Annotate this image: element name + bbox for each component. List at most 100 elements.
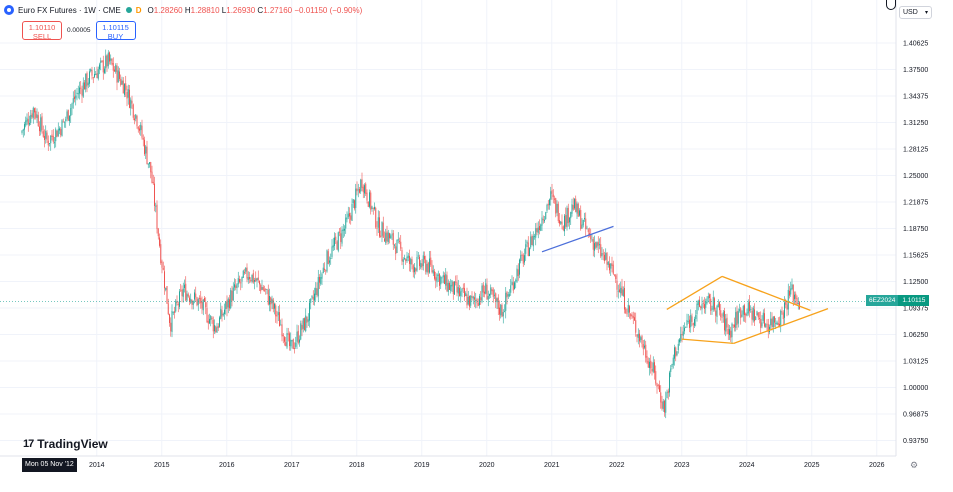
candle-body <box>326 250 328 272</box>
candle-body <box>564 215 565 232</box>
settings-gear-icon[interactable]: ⚙ <box>910 460 919 470</box>
candle-body <box>640 337 642 341</box>
candle-body <box>661 401 663 409</box>
candle-body <box>207 320 209 324</box>
candle-body <box>132 104 134 118</box>
candle-body <box>611 263 613 266</box>
candle-body <box>29 123 30 125</box>
time-axis[interactable]: 2014 2015 2016 2017 2018 2019 2020 2021 2022 2023… <box>89 462 885 469</box>
candle-body <box>40 117 42 132</box>
candle-body <box>561 221 563 225</box>
candle-body <box>632 315 634 318</box>
candle-body <box>109 52 110 62</box>
candle-body <box>362 186 364 193</box>
candle-body <box>655 371 657 384</box>
buy-button[interactable]: 1.10115 BUY <box>95 21 136 41</box>
candle-body <box>244 272 245 274</box>
candle-body <box>746 312 748 316</box>
candle-body <box>142 137 144 140</box>
candle-body <box>102 60 104 73</box>
currency-select[interactable]: USD ▾ <box>899 6 932 19</box>
candle-body <box>336 241 338 250</box>
candle-body <box>49 143 50 144</box>
candle-body <box>726 317 728 328</box>
candle-body <box>602 253 604 255</box>
candle-body <box>720 310 722 317</box>
candle-body <box>315 287 317 295</box>
candle-body <box>406 256 408 262</box>
candle-body <box>127 89 129 98</box>
candle-body <box>539 226 540 231</box>
candle-body <box>30 115 32 123</box>
candle-body <box>586 227 588 229</box>
candle-body <box>224 309 225 315</box>
candle-body <box>265 288 267 290</box>
candle-body <box>470 295 472 306</box>
candle-body <box>297 330 299 343</box>
candle-body <box>595 242 597 248</box>
candle-body <box>44 135 45 140</box>
candle-body <box>741 314 743 317</box>
candle-body <box>369 192 370 207</box>
candle-body <box>501 304 503 317</box>
candle-body <box>462 287 464 290</box>
candle-body <box>65 119 67 121</box>
candle-body <box>209 318 210 324</box>
candle-body <box>327 251 329 264</box>
candle-body <box>495 293 497 302</box>
tradingview-logo[interactable]: 17 TradingView <box>23 437 108 451</box>
candle-body <box>355 188 357 208</box>
candle-body <box>199 297 200 299</box>
candle-body <box>649 361 650 368</box>
candle-body <box>596 242 598 248</box>
price-axis[interactable]: 1.40625 1.37500 1.34375 1.31250 1.28125 1.250… <box>903 41 928 446</box>
candle-body <box>606 252 608 265</box>
candle-body <box>554 198 555 200</box>
candle-body <box>681 333 683 336</box>
delayed-badge[interactable]: D <box>135 5 142 15</box>
candle-body <box>730 330 732 338</box>
candle-body <box>92 77 94 79</box>
chart-options-icon[interactable] <box>886 0 896 10</box>
candle-body <box>724 310 725 331</box>
candle-body <box>60 128 62 136</box>
candle-body <box>394 244 395 246</box>
candle-body <box>36 114 38 119</box>
candle-body <box>24 124 25 130</box>
candle-body <box>35 111 37 118</box>
candle-body <box>629 306 630 313</box>
candle-body <box>175 300 177 312</box>
symbol-title[interactable]: Euro FX Futures · 1W · CME <box>18 5 121 15</box>
candle-body <box>447 282 449 292</box>
candle-body <box>605 253 607 260</box>
candle-body <box>551 190 553 194</box>
candle-body <box>277 312 279 316</box>
candle-body <box>131 100 133 104</box>
candle-body <box>357 189 359 191</box>
candle-body <box>699 299 700 307</box>
candle-body <box>702 303 704 304</box>
sell-button[interactable]: 1.10110 SELL <box>22 21 62 41</box>
trendline-drawings[interactable] <box>541 225 829 345</box>
candle-body <box>434 271 435 279</box>
candle-body <box>777 322 779 326</box>
candle-body <box>556 203 558 213</box>
candle-body <box>550 191 552 200</box>
candle-body <box>612 264 614 274</box>
candle-body <box>26 117 28 122</box>
candle-body <box>372 207 374 209</box>
candle-body <box>236 283 238 288</box>
candle-body <box>62 121 64 123</box>
candle-body <box>390 235 392 239</box>
candle-body <box>366 192 368 201</box>
candle-body <box>422 255 424 266</box>
ohlc-values: O1.28260 H1.28810 L1.26930 C1.27160 −0.0… <box>147 5 363 15</box>
time-tick-label: 2016 <box>219 462 235 469</box>
candle-body <box>380 235 382 237</box>
candle-body <box>490 287 492 295</box>
candle-body <box>21 130 23 133</box>
candle-body <box>316 288 318 296</box>
candle-body <box>389 233 390 239</box>
candle-body <box>552 194 554 198</box>
